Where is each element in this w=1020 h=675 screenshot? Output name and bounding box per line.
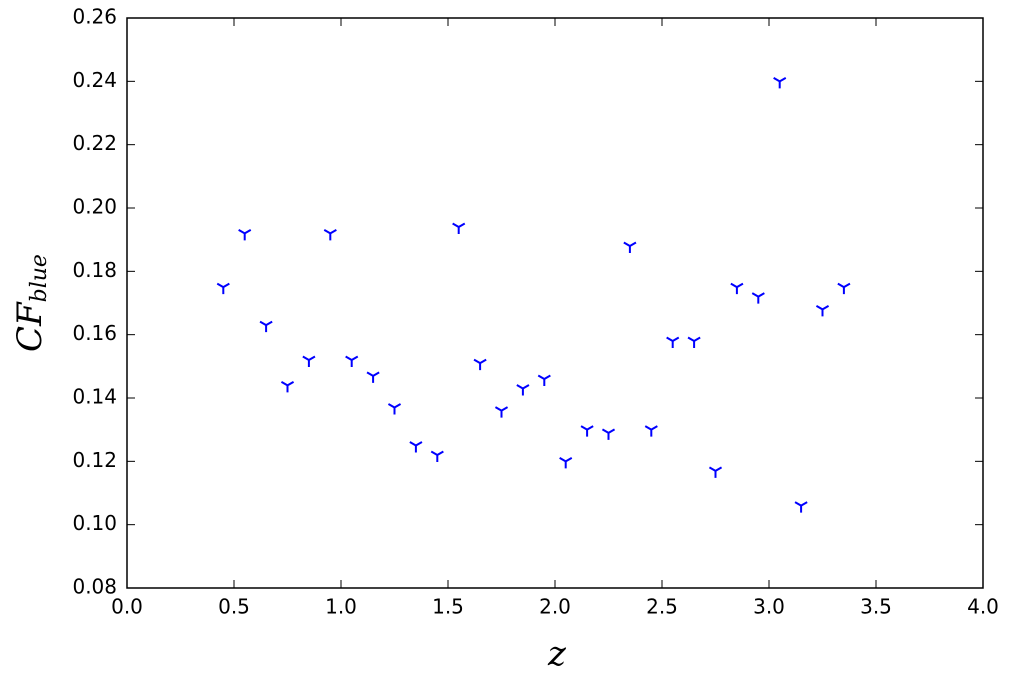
x-tick-label: 0.0 xyxy=(111,595,143,619)
point xyxy=(516,384,530,396)
point xyxy=(580,425,594,437)
point xyxy=(751,292,765,304)
point xyxy=(259,320,273,333)
y-tick-label: 0.14 xyxy=(72,385,117,409)
point xyxy=(837,282,851,295)
point xyxy=(430,450,444,462)
y-tick-label: 0.26 xyxy=(72,5,117,29)
plot-frame xyxy=(126,17,984,589)
point xyxy=(623,241,637,253)
x-tick-label: 0.5 xyxy=(218,595,250,619)
y-tick-label: 0.22 xyxy=(72,131,117,155)
point xyxy=(387,403,402,415)
x-tick-label: 4.0 xyxy=(967,595,999,619)
point xyxy=(409,441,423,453)
x-tick-label: 2.5 xyxy=(646,595,678,619)
point xyxy=(794,501,808,513)
point xyxy=(666,336,680,348)
y-tick-label: 0.16 xyxy=(72,321,117,345)
point xyxy=(687,336,701,348)
point xyxy=(452,222,466,234)
x-tick-label: 2.0 xyxy=(539,595,571,619)
y-tick-label: 0.12 xyxy=(72,448,117,472)
point xyxy=(601,428,616,440)
y-axis-title: CFblue xyxy=(10,254,52,352)
y-tick-label: 0.08 xyxy=(72,575,117,599)
point xyxy=(537,374,551,386)
point xyxy=(815,304,830,317)
point xyxy=(644,425,658,437)
point xyxy=(216,282,230,295)
x-tick-label: 1.5 xyxy=(432,595,464,619)
point xyxy=(773,76,787,89)
point xyxy=(280,380,295,393)
point xyxy=(238,228,252,241)
point xyxy=(345,355,359,367)
y-tick-label: 0.18 xyxy=(72,258,117,282)
point xyxy=(494,406,509,418)
x-tick-label: 3.5 xyxy=(860,595,892,619)
point xyxy=(473,358,487,371)
x-tick-label: 1.0 xyxy=(325,595,357,619)
y-tick-label: 0.10 xyxy=(72,511,117,535)
y-title-main: CF xyxy=(10,301,50,352)
y-title-sub: blue xyxy=(27,254,52,302)
y-tick-label: 0.20 xyxy=(72,195,117,219)
point xyxy=(302,355,316,367)
y-tick-label: 0.24 xyxy=(72,68,117,92)
point xyxy=(323,228,337,241)
point xyxy=(366,371,380,383)
point xyxy=(559,456,573,469)
x-axis-title: z xyxy=(547,634,567,674)
x-tick-label: 3.0 xyxy=(753,595,785,619)
point xyxy=(730,282,744,295)
point xyxy=(708,466,723,478)
